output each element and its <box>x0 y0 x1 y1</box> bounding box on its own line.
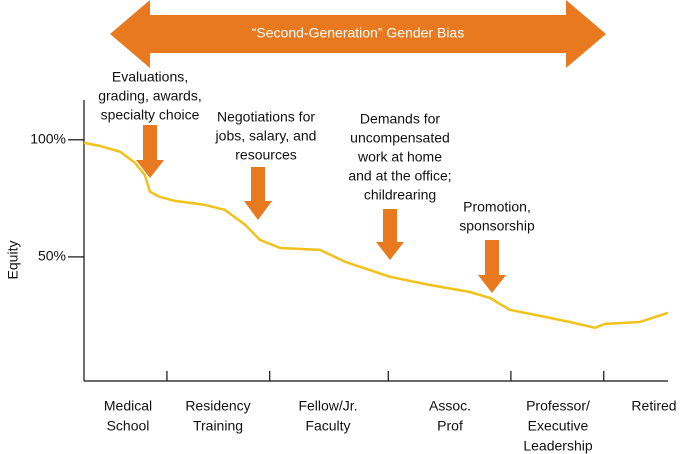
annotation: and at the office; <box>348 168 451 184</box>
x-category-label: Faculty <box>305 418 350 434</box>
annotation: childrearing <box>364 187 436 203</box>
annotation: Evaluations, <box>112 69 188 85</box>
y-tick-label: 50% <box>38 248 66 264</box>
annotation: sponsorship <box>459 218 535 234</box>
x-category-label: Assoc. <box>429 398 471 414</box>
annotation: resources <box>235 147 296 163</box>
arrow <box>244 167 272 220</box>
arrow <box>376 209 404 260</box>
annotation: uncompensated <box>350 130 450 146</box>
x-category-label: Professor/ <box>526 398 590 414</box>
y-tick-label: 100% <box>30 131 66 147</box>
arrow <box>136 125 164 178</box>
annotation: grading, awards, <box>98 88 202 104</box>
annotation: specialty choice <box>101 107 200 123</box>
y-axis-label: Equity <box>5 241 21 280</box>
x-category-label: Leadership <box>523 438 592 454</box>
annotation: Demands for <box>360 111 440 127</box>
annotation: Negotiations for <box>217 109 315 125</box>
x-category-label: Medical <box>104 398 152 414</box>
x-category-label: Executive <box>528 418 589 434</box>
arrow <box>478 240 506 293</box>
annotation: Promotion, <box>463 199 531 215</box>
x-category-label: Residency <box>185 398 250 414</box>
x-category-label: Fellow/Jr. <box>298 398 357 414</box>
x-category-label: Prof <box>437 418 463 434</box>
annotation: work at home <box>357 149 442 165</box>
annotation: jobs, salary, and <box>215 128 317 144</box>
banner-text: “Second-Generation” Gender Bias <box>252 25 464 41</box>
x-category-label: Retired <box>631 398 676 414</box>
x-category-label: School <box>107 418 150 434</box>
banner-arrow <box>110 0 606 68</box>
x-category-label: Training <box>193 418 243 434</box>
data-line <box>83 141 669 330</box>
